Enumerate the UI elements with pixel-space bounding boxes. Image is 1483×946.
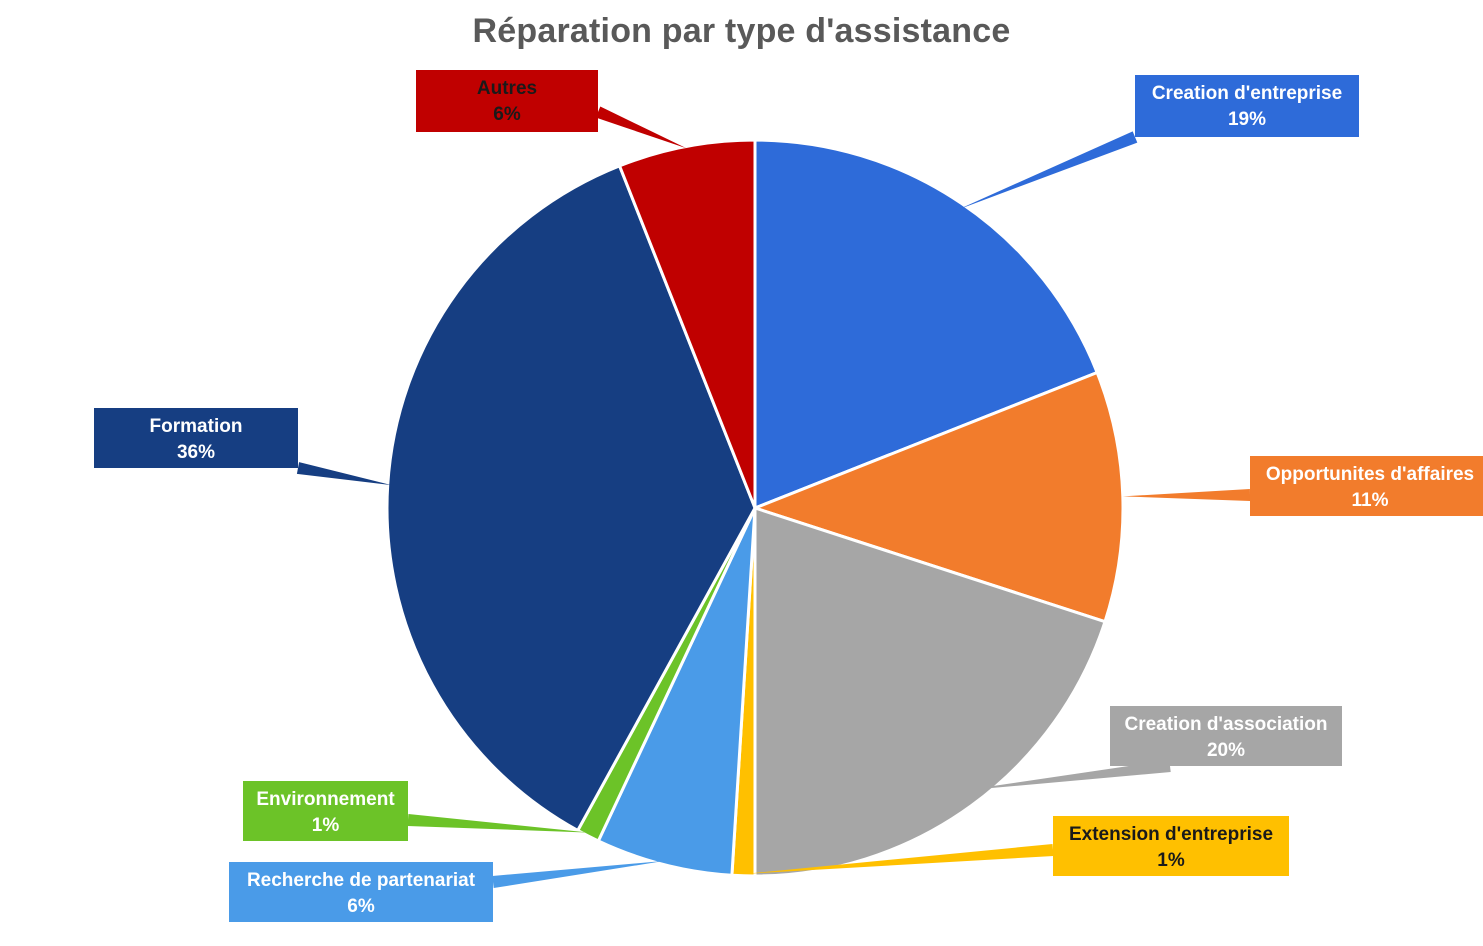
data-label-callout: Environnement 1% [243, 781, 408, 841]
pie-slice-7 [385, 164, 757, 832]
data-label-category: Environnement [256, 789, 395, 810]
pie-slice-5 [596, 506, 757, 877]
data-label-value: 19% [1228, 109, 1266, 130]
data-label-value: 36% [177, 442, 215, 463]
pie-slice-8 [618, 138, 757, 510]
data-label-callout: Formation 36% [94, 408, 298, 468]
data-label-box [94, 408, 298, 468]
data-label-category: Extension d'entreprise [1069, 824, 1273, 845]
leader-line-2 [1122, 489, 1251, 501]
pie-slice-3 [753, 506, 1107, 878]
data-label-value: 20% [1207, 740, 1245, 761]
data-label-value: 11% [1352, 490, 1389, 511]
data-label-box [243, 781, 408, 841]
data-label-callout: Opportunites d'affaires 11% [1250, 456, 1483, 516]
data-label-box [1135, 75, 1359, 137]
leader-line-6 [407, 814, 590, 833]
data-label-category: Creation d'association [1124, 714, 1327, 735]
data-label-value: 6% [347, 896, 375, 917]
data-label-category: Formation [150, 416, 243, 437]
data-labels: Creation d'entreprise 19% Opportunites d'a… [94, 70, 1483, 922]
data-label-box [416, 70, 598, 132]
chart-title: Réparation par type d'assistance [472, 12, 1011, 50]
data-label-callout: Creation d'association 20% [1110, 706, 1342, 766]
data-label-value: 1% [1157, 850, 1185, 871]
data-label-callout: Autres 6% [416, 70, 598, 132]
data-label-value: 1% [312, 815, 340, 836]
data-label-callout: Extension d'entreprise 1% [1053, 816, 1289, 876]
data-label-callout: Creation d'entreprise 19% [1135, 75, 1359, 137]
data-label-category: Recherche de partenariat [247, 870, 476, 891]
leader-line-8 [595, 106, 687, 149]
leader-line-4 [743, 844, 1054, 874]
leader-line-1 [957, 131, 1138, 210]
pie-slices [385, 138, 1125, 878]
data-label-category: Opportunites d'affaires [1266, 464, 1474, 485]
data-label-box [1053, 816, 1289, 876]
pie-slice-2 [753, 371, 1125, 624]
pie-slice-1 [753, 138, 1099, 510]
data-label-box [229, 862, 493, 922]
data-label-category: Creation d'entreprise [1152, 83, 1342, 104]
data-label-value: 6% [493, 104, 521, 125]
data-label-category: Autres [477, 78, 537, 99]
data-label-box [1110, 706, 1342, 766]
leader-line-7 [296, 462, 392, 486]
leader-line-3 [960, 760, 1171, 791]
callout-leaders [296, 106, 1251, 888]
data-label-box [1250, 456, 1483, 516]
leader-line-5 [492, 860, 665, 888]
data-label-callout: Recherche de partenariat 6% [229, 862, 493, 922]
